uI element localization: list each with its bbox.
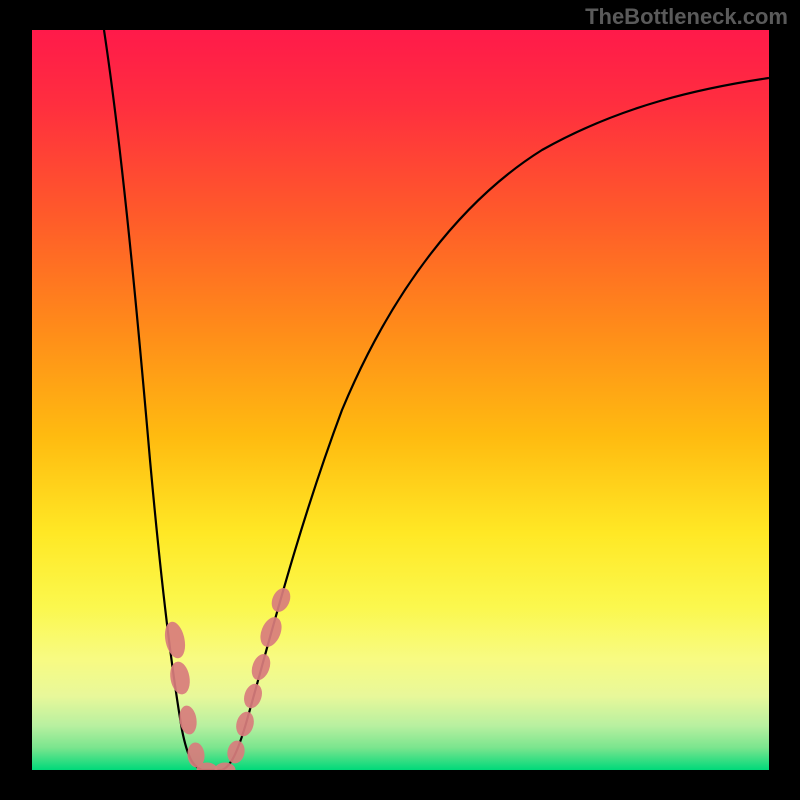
plot-area <box>32 30 769 770</box>
curves-layer <box>32 30 769 770</box>
marker-point <box>249 652 273 682</box>
marker-point <box>234 710 256 737</box>
chart-container: TheBottleneck.com <box>0 0 800 800</box>
marker-point <box>226 740 246 765</box>
curve-left-branch <box>104 30 210 770</box>
curve-right-branch <box>210 78 769 770</box>
marker-point <box>269 586 293 614</box>
watermark-text: TheBottleneck.com <box>585 4 788 30</box>
marker-point <box>215 763 235 770</box>
marker-point <box>242 682 265 710</box>
marker-point <box>257 615 285 650</box>
marker-group <box>162 586 293 770</box>
